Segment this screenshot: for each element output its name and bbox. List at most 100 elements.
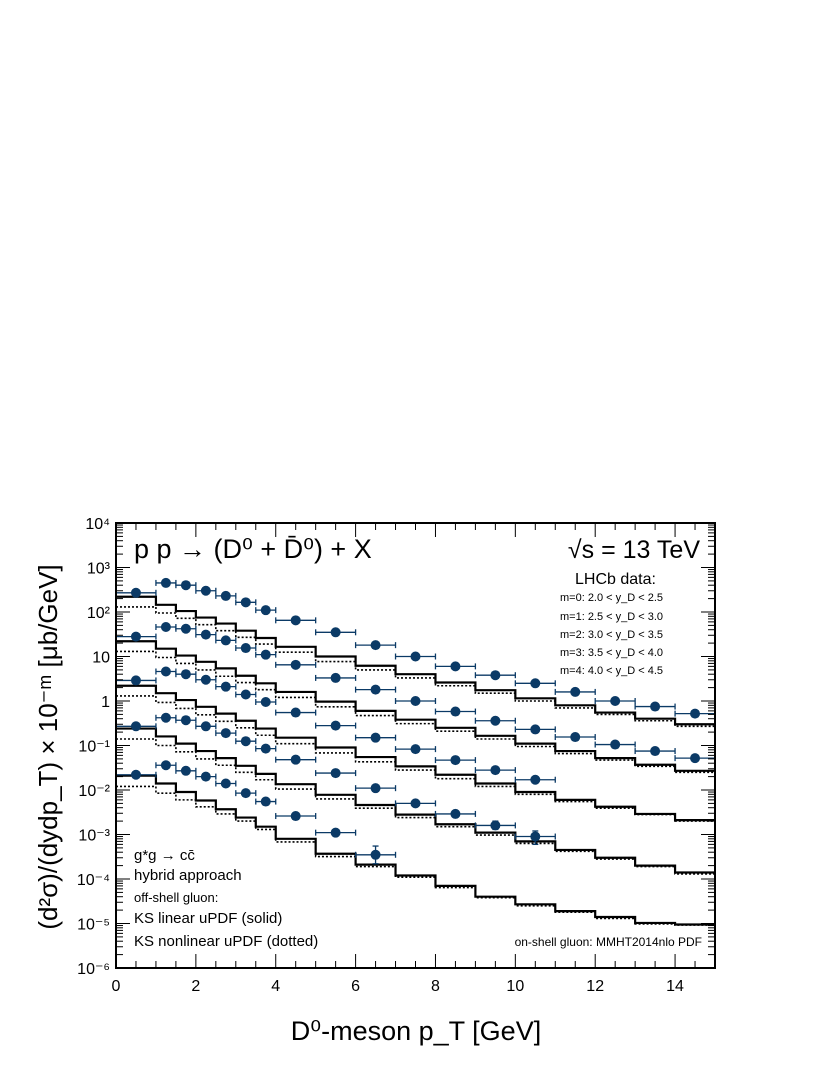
annotation-approach: hybrid approach	[134, 867, 242, 884]
data-point-m1	[650, 746, 661, 757]
data-point-m3	[290, 754, 301, 765]
y-axis-label: (d²σ)/(dydp_T) × 10⁻ᵐ [μb/GeV]	[33, 564, 63, 929]
data-point-m2	[240, 689, 251, 700]
data-point-m3	[130, 721, 141, 732]
data-point-m1	[330, 672, 341, 683]
theory-solid-m1	[116, 640, 715, 772]
data-point-m3	[330, 768, 341, 779]
x-tick-label: 2	[191, 978, 200, 995]
data-point-m4	[160, 760, 171, 771]
data-point-m3	[160, 712, 171, 723]
legend-entry-m3: m=3: 3.5 < y_D < 4.0	[560, 647, 663, 659]
y-tick-label: 10⁻⁴	[77, 872, 110, 889]
energy-label: √s = 13 TeV	[568, 536, 700, 564]
data-point-m1	[200, 629, 211, 640]
data-point-m2	[530, 774, 541, 785]
data-point-m1	[410, 696, 421, 706]
data-point-m0	[160, 577, 171, 588]
y-tick-label: 10	[92, 650, 110, 667]
data-point-m3	[450, 808, 461, 819]
data-point-m1	[490, 715, 501, 726]
data-point-m2	[260, 696, 271, 707]
y-tick-label: 10⁻⁵	[77, 917, 110, 934]
data-point-m1	[290, 659, 301, 670]
annotation-onshell: on-shell gluon: MMHT2014nlo PDF	[515, 935, 702, 949]
data-point-m1	[180, 623, 191, 634]
theory-solid-m4	[116, 774, 715, 926]
data-point-m0	[410, 651, 421, 662]
data-point-m1	[240, 643, 251, 654]
data-point-m2	[220, 681, 231, 692]
theory-solid-m3	[116, 727, 715, 874]
data-point-m1	[370, 684, 381, 695]
y-tick-label: 10²	[87, 605, 111, 622]
data-point-m4	[200, 771, 211, 782]
y-tick-label: 10⁴	[85, 516, 110, 533]
theory-solid-m2	[116, 684, 715, 822]
legend-entry-m1: m=1: 2.5 < y_D < 3.0	[560, 611, 663, 623]
data-point-m0	[260, 605, 271, 616]
data-point-m0	[530, 678, 541, 689]
data-point-m2	[410, 744, 421, 755]
data-point-m2	[130, 675, 141, 686]
data-point-m0	[450, 661, 461, 672]
data-point-m1	[130, 631, 141, 642]
data-point-m2	[450, 755, 461, 766]
data-point-m1	[160, 622, 171, 633]
annotation-process: g*g → cc̄	[134, 847, 195, 864]
x-axis-label: D⁰-meson p_T [GeV]	[291, 1016, 541, 1046]
data-point-m3	[180, 715, 191, 726]
legend-title: LHCb data:	[575, 571, 656, 588]
data-point-m0	[330, 627, 341, 638]
legend-entry-m4: m=4: 4.0 < y_D < 4.5	[560, 665, 663, 677]
x-tick-label: 6	[351, 978, 360, 995]
data-point-m0	[130, 587, 141, 598]
x-tick-label: 0	[112, 978, 121, 995]
data-point-m0	[240, 597, 251, 608]
histogram-layer	[116, 595, 715, 926]
data-point-m2	[290, 707, 301, 718]
data-point-m3	[370, 783, 381, 794]
legend-entry-m2: m=2: 3.0 < y_D < 3.5	[560, 629, 663, 641]
data-point-m4	[330, 827, 341, 838]
y-tick-label: 10⁻³	[78, 828, 110, 845]
y-tick-label: 10⁻¹	[78, 739, 110, 756]
data-point-m1	[570, 732, 581, 743]
data-point-m1	[220, 635, 231, 646]
data-point-m0	[200, 585, 211, 596]
data-point-m0	[570, 686, 581, 697]
data-point-m0	[490, 670, 501, 681]
y-tick-label: 10³	[87, 561, 111, 578]
data-point-m0	[610, 696, 621, 706]
data-point-m4	[130, 769, 141, 780]
x-tick-label: 10	[506, 978, 524, 995]
data-point-m2	[160, 666, 171, 677]
data-point-m2	[200, 674, 211, 685]
y-tick-label: 10⁻²	[78, 783, 110, 800]
theory-solid-m0	[116, 595, 715, 726]
data-point-m3	[240, 736, 251, 747]
data-point-m2	[490, 765, 501, 776]
data-point-m4	[240, 788, 251, 799]
data-point-m4	[220, 778, 231, 789]
y-tick-label: 10⁻⁶	[77, 961, 110, 978]
data-point-m0	[290, 615, 301, 626]
data-point-m3	[260, 743, 271, 754]
x-tick-label: 4	[271, 978, 280, 995]
data-point-m4	[180, 765, 191, 776]
data-point-m4	[290, 811, 301, 822]
data-point-m3	[410, 798, 421, 809]
data-point-m0	[650, 701, 661, 712]
annotation-nonlinear: KS nonlinear uPDF (dotted)	[134, 933, 318, 950]
x-tick-label: 12	[586, 978, 604, 995]
chart-title: p p → (D⁰ + D̄⁰) + X	[134, 534, 372, 564]
data-point-m3	[200, 721, 211, 732]
data-point-m1	[530, 724, 541, 735]
annotation-linear: KS linear uPDF (solid)	[134, 910, 282, 927]
theory-dotted-m1	[116, 650, 715, 774]
legend-entry-m0: m=0: 2.0 < y_D < 2.5	[560, 592, 663, 604]
data-point-m1	[450, 706, 461, 717]
data-point-m0	[220, 590, 231, 601]
data-point-m3	[220, 728, 231, 739]
data-point-m0	[370, 640, 381, 651]
